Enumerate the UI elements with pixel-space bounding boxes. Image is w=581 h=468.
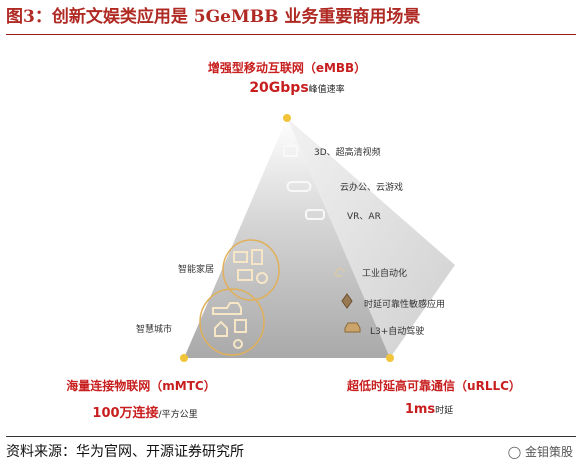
vertex-right-dot (386, 354, 394, 362)
title-divider (6, 34, 576, 35)
smart-city-icons (212, 302, 247, 349)
mmtc-metric-row: 100万连接/平方公里 (70, 402, 220, 421)
mmtc-metric: 100万连接 (92, 406, 159, 421)
embb-app-label: 3D、超高清视频 (314, 148, 381, 158)
urllc-app-label: 时延可靠性敏感应用 (364, 300, 446, 310)
source-divider (6, 436, 576, 437)
pyramid-right-face (287, 118, 455, 358)
watermark-text: 金钼策股 (524, 445, 573, 459)
embb-metric-note: 峰值速率 (308, 85, 345, 95)
smart-home-circle (222, 239, 280, 301)
source-note: 资料来源：华为官网、开源证券研究所 (6, 444, 244, 460)
gamepad-icon (286, 181, 312, 192)
wechat-icon: ◯ (507, 445, 522, 459)
mmtc-metric-note: /平方公里 (158, 410, 198, 420)
embb-metric: 20Gbps (249, 80, 309, 96)
urllc-metric: 1ms (404, 402, 436, 417)
mmtc-app-label: 智能家居 (178, 265, 215, 275)
vr-headset-icon (305, 209, 325, 220)
diamond-icon (341, 293, 353, 309)
mmtc-app-label: 智慧城市 (136, 325, 173, 335)
vertex-left-dot (180, 354, 188, 362)
pyramid-front-face (184, 118, 390, 358)
vertex-top-dot (283, 114, 291, 122)
urllc-label: 超低时延高可靠通信（uRLLC） (347, 379, 521, 393)
urllc-app-label: 工业自动化 (362, 269, 408, 279)
embb-metric-row: 20Gbps峰值速率 (232, 80, 362, 96)
urllc-metric-row: 1ms时延 (374, 402, 484, 417)
urllc-app-label: L3+自动驾驶 (370, 327, 425, 337)
robot-arm-icon (333, 267, 346, 277)
figure-title: 图3：创新文娱类应用是 5GeMBB 业务重要商用场景 (6, 7, 421, 27)
embb-app-label: 云办公、云游戏 (340, 183, 404, 193)
car-icon (344, 322, 361, 333)
smart-home-icons (233, 249, 268, 284)
embb-app-label: VR、AR (347, 212, 381, 222)
urllc-metric-note: 时延 (435, 406, 454, 416)
tv-icon (283, 142, 298, 157)
mmtc-label: 海量连接物联网（mMTC） (66, 379, 216, 393)
embb-label: 增强型移动互联网（eMBB） (207, 61, 367, 75)
smart-city-circle (199, 288, 265, 356)
watermark: ◯ 金钼策股 (508, 440, 573, 464)
